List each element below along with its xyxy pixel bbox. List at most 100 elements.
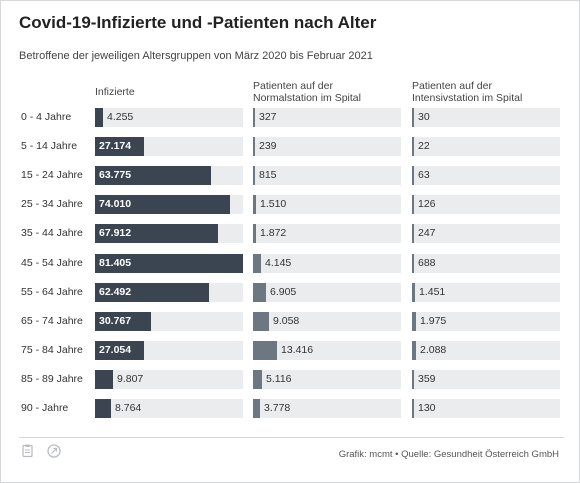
bar-intensivstation [412, 108, 414, 127]
row-label: 90 - Jahre [21, 402, 69, 414]
bar-infizierte [95, 254, 243, 273]
row-label: 35 - 44 Jahre [21, 227, 83, 239]
row-label: 85 - 89 Jahre [21, 373, 83, 385]
bar-track-infizierte: 30.767 [95, 312, 243, 331]
bar-track-infizierte: 67.912 [95, 224, 243, 243]
bar-track-intensivstation: 1.975 [412, 312, 560, 331]
share-icon[interactable] [47, 444, 62, 458]
value-label-intensivstation: 126 [418, 198, 436, 210]
bar-track-normalstation: 3.778 [253, 399, 401, 418]
bar-intensivstation [412, 195, 414, 214]
value-label-intensivstation: 1.975 [420, 315, 447, 327]
bar-normalstation [253, 399, 260, 418]
value-label-infizierte: 74.010 [99, 198, 132, 210]
footer-divider [19, 437, 564, 438]
column-header-infizierte: Infizierte [95, 86, 135, 98]
bar-track-normalstation: 815 [253, 166, 401, 185]
bar-track-infizierte: 9.807 [95, 370, 243, 389]
column-header-intensivstation-line1: Patienten auf der [412, 80, 492, 92]
bar-intensivstation [412, 254, 414, 273]
value-label-infizierte: 9.807 [117, 373, 144, 385]
column-header-infizierte-label: Infizierte [95, 86, 135, 98]
bar-infizierte [95, 283, 209, 302]
bar-track-normalstation: 13.416 [253, 341, 401, 360]
bar-track-infizierte: 81.405 [95, 254, 243, 273]
bar-normalstation [253, 224, 256, 243]
bar-normalstation [253, 312, 269, 331]
column-header-normalstation: Patienten auf der Normalstation im Spita… [253, 80, 361, 104]
bar-track-normalstation: 9.058 [253, 312, 401, 331]
bar-track-infizierte: 27.054 [95, 341, 243, 360]
bar-track-normalstation: 4.145 [253, 254, 401, 273]
bar-infizierte [95, 108, 103, 127]
bar-track-intensivstation: 247 [412, 224, 560, 243]
bar-infizierte [95, 195, 230, 214]
value-label-infizierte: 63.775 [99, 169, 132, 181]
value-label-normalstation: 815 [259, 169, 277, 181]
value-label-normalstation: 6.905 [270, 286, 297, 298]
bar-track-infizierte: 27.174 [95, 137, 243, 156]
bar-infizierte [95, 399, 111, 418]
value-label-infizierte: 8.764 [115, 402, 142, 414]
row-label: 55 - 64 Jahre [21, 286, 83, 298]
value-label-normalstation: 9.058 [273, 315, 300, 327]
value-label-intensivstation: 1.451 [419, 286, 446, 298]
value-label-normalstation: 4.145 [265, 257, 292, 269]
value-label-intensivstation: 247 [418, 227, 436, 239]
bar-track-infizierte: 63.775 [95, 166, 243, 185]
value-label-infizierte: 67.912 [99, 227, 132, 239]
bar-normalstation [253, 341, 277, 360]
value-label-intensivstation: 359 [418, 373, 436, 385]
column-header-intensivstation-line2: Intensivstation im Spital [412, 92, 523, 104]
bar-normalstation [253, 137, 255, 156]
bar-intensivstation [412, 283, 415, 302]
bar-track-intensivstation: 359 [412, 370, 560, 389]
bar-infizierte [95, 312, 151, 331]
bar-track-intensivstation: 688 [412, 254, 560, 273]
bar-track-intensivstation: 130 [412, 399, 560, 418]
value-label-intensivstation: 688 [418, 257, 436, 269]
bar-track-intensivstation: 126 [412, 195, 560, 214]
bar-infizierte [95, 370, 113, 389]
column-header-normalstation-line1: Patienten auf der [253, 80, 333, 92]
value-label-infizierte: 27.174 [99, 140, 132, 152]
bar-intensivstation [412, 166, 414, 185]
row-label: 45 - 54 Jahre [21, 257, 83, 269]
bar-infizierte [95, 341, 144, 360]
source-credit: Grafik: mcmt • Quelle: Gesundheit Österr… [338, 449, 559, 460]
value-label-intensivstation: 63 [418, 169, 430, 181]
bar-infizierte [95, 166, 211, 185]
value-label-normalstation: 5.116 [266, 373, 292, 385]
bar-normalstation [253, 195, 256, 214]
bar-track-infizierte: 62.492 [95, 283, 243, 302]
bar-track-infizierte: 4.255 [95, 108, 243, 127]
bar-track-intensivstation: 22 [412, 137, 560, 156]
bar-intensivstation [412, 224, 414, 243]
chart-title: Covid-19-Infizierte und -Patienten nach … [19, 13, 377, 32]
value-label-infizierte: 62.492 [99, 286, 132, 298]
value-label-infizierte: 30.767 [99, 315, 132, 327]
bar-normalstation [253, 108, 255, 127]
bar-track-intensivstation: 30 [412, 108, 560, 127]
clipboard-icon[interactable] [21, 444, 35, 458]
bar-normalstation [253, 370, 262, 389]
bar-infizierte [95, 224, 218, 243]
bar-intensivstation [412, 312, 416, 331]
column-header-intensivstation: Patienten auf der Intensivstation im Spi… [412, 80, 522, 104]
bar-track-infizierte: 8.764 [95, 399, 243, 418]
chart-subtitle: Betroffene der jeweiligen Altersgruppen … [19, 50, 373, 62]
value-label-intensivstation: 22 [418, 140, 430, 152]
value-label-normalstation: 3.778 [264, 402, 291, 414]
value-label-intensivstation: 2.088 [420, 344, 447, 356]
bar-track-intensivstation: 1.451 [412, 283, 560, 302]
value-label-normalstation: 239 [259, 140, 277, 152]
value-label-infizierte: 27.054 [99, 344, 132, 356]
value-label-normalstation: 1.872 [260, 227, 287, 239]
bar-intensivstation [412, 399, 414, 418]
bar-infizierte [95, 137, 144, 156]
value-label-intensivstation: 30 [418, 111, 430, 123]
bar-normalstation [253, 254, 261, 273]
bar-track-intensivstation: 2.088 [412, 341, 560, 360]
bar-track-normalstation: 239 [253, 137, 401, 156]
